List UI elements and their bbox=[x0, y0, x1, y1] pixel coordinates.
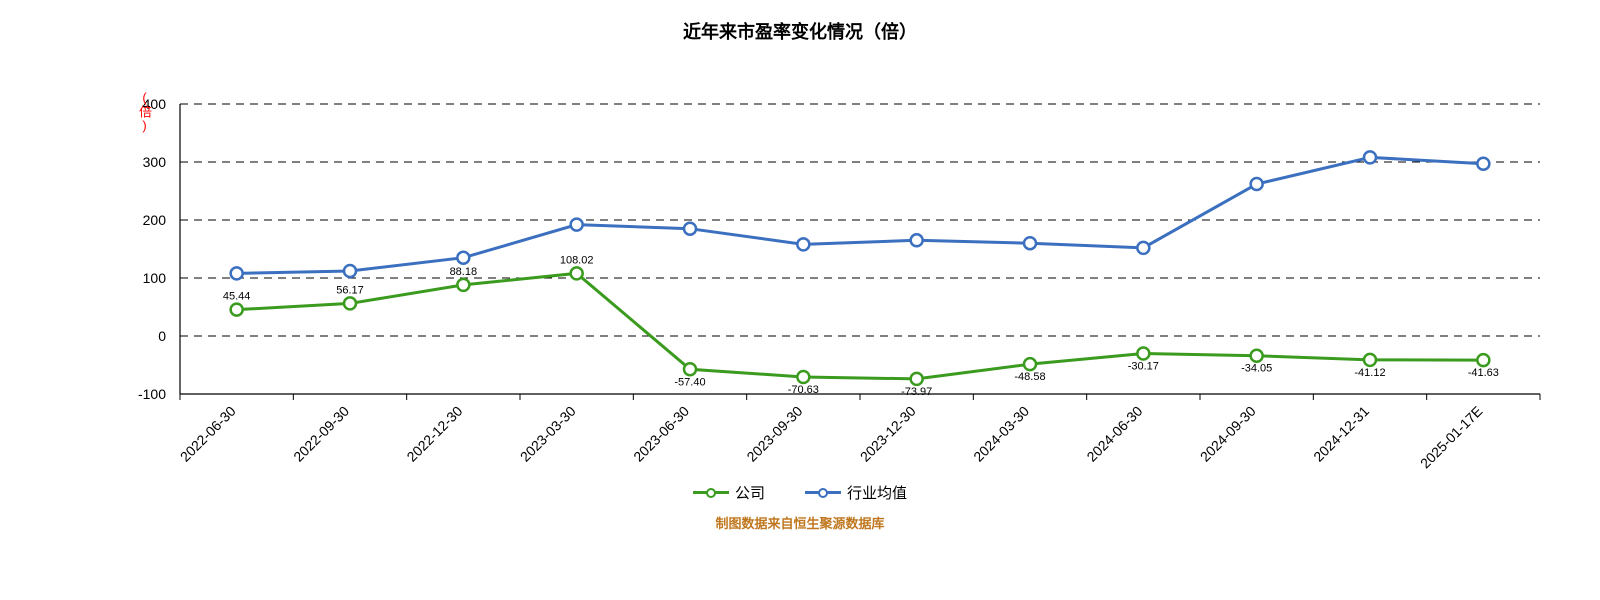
svg-text:56.17: 56.17 bbox=[336, 284, 364, 296]
legend-item-industry: 行业均值 bbox=[805, 482, 907, 503]
svg-text:88.18: 88.18 bbox=[450, 266, 478, 278]
svg-text:-100: -100 bbox=[138, 386, 166, 402]
svg-text:2023-03-30: 2023-03-30 bbox=[517, 403, 579, 465]
svg-text:-30.17: -30.17 bbox=[1128, 360, 1159, 372]
svg-text:2023-09-30: 2023-09-30 bbox=[743, 403, 805, 465]
chart-source: 制图数据来自恒生聚源数据库 bbox=[0, 513, 1600, 532]
line-chart: -10001002003004002022-06-302022-09-30202… bbox=[0, 44, 1600, 474]
svg-text:300: 300 bbox=[143, 154, 167, 170]
chart-title: 近年来市盈率变化情况（倍） bbox=[0, 0, 1600, 44]
legend-item-company: 公司 bbox=[693, 482, 765, 503]
svg-text:2023-06-30: 2023-06-30 bbox=[630, 403, 692, 465]
svg-text:-41.63: -41.63 bbox=[1468, 367, 1499, 379]
svg-text:2022-06-30: 2022-06-30 bbox=[177, 403, 239, 465]
svg-text:2022-12-30: 2022-12-30 bbox=[403, 403, 465, 465]
svg-text:-34.05: -34.05 bbox=[1241, 363, 1272, 375]
svg-text:108.02: 108.02 bbox=[560, 254, 594, 266]
svg-text:-57.40: -57.40 bbox=[674, 376, 705, 388]
svg-text:-48.58: -48.58 bbox=[1014, 371, 1045, 383]
svg-text:2023-12-30: 2023-12-30 bbox=[857, 403, 919, 465]
legend-label-company: 公司 bbox=[735, 482, 765, 503]
svg-text:2024-09-30: 2024-09-30 bbox=[1197, 403, 1259, 465]
legend-label-industry: 行业均值 bbox=[847, 482, 907, 503]
svg-text:2024-06-30: 2024-06-30 bbox=[1083, 403, 1145, 465]
svg-text:2024-12-31: 2024-12-31 bbox=[1310, 403, 1372, 465]
svg-text:-70.63: -70.63 bbox=[788, 384, 819, 396]
svg-text:-41.12: -41.12 bbox=[1354, 367, 1385, 379]
svg-text:45.44: 45.44 bbox=[223, 291, 251, 303]
svg-text:0: 0 bbox=[158, 328, 166, 344]
svg-text:2024-03-30: 2024-03-30 bbox=[970, 403, 1032, 465]
yaxis-label: (倍) bbox=[135, 90, 154, 133]
svg-text:-73.97: -73.97 bbox=[901, 386, 932, 398]
svg-text:100: 100 bbox=[143, 270, 167, 286]
chart-legend: 公司 行业均值 bbox=[0, 482, 1600, 503]
svg-text:2025-01-17E: 2025-01-17E bbox=[1417, 403, 1486, 472]
svg-text:200: 200 bbox=[143, 212, 167, 228]
svg-text:2022-09-30: 2022-09-30 bbox=[290, 403, 352, 465]
